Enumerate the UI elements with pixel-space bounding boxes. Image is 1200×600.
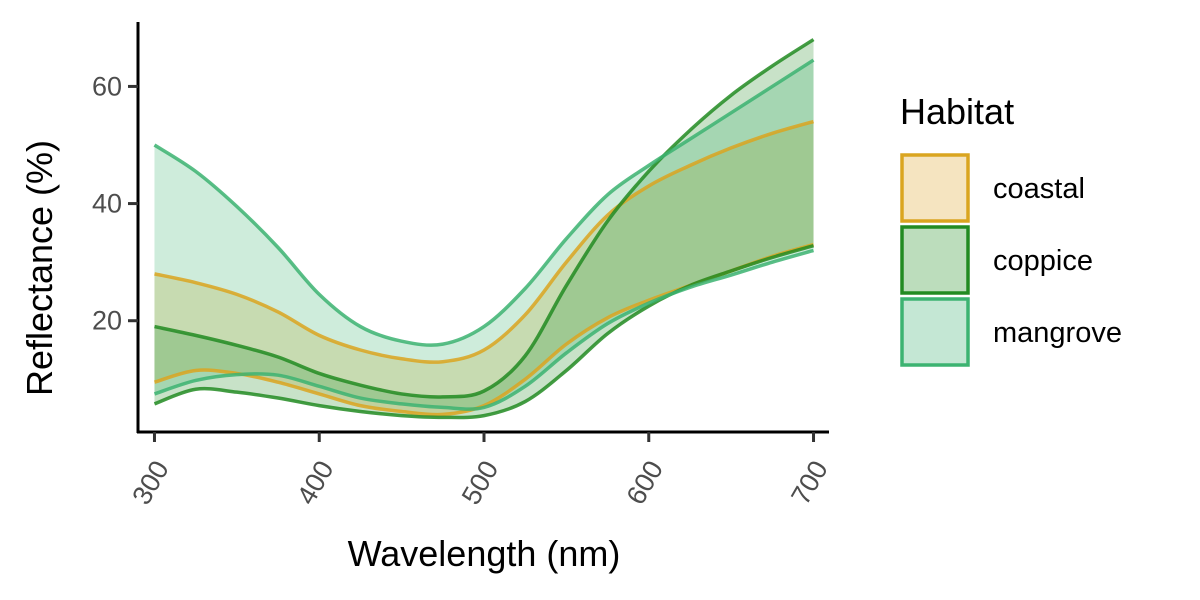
ribbon-coastal: [154, 121, 814, 415]
lower-line-coppice: [153, 244, 815, 420]
legend-key-mangrove: [900, 297, 970, 367]
x-axis-ticks: 300 400 500 600 700: [126, 432, 834, 510]
ribbon-layer: [154, 39, 814, 418]
legend: Habitat coastal coppice mangrove: [900, 91, 1122, 367]
legend-title: Habitat: [900, 91, 1014, 132]
y-tick-label: 60: [92, 71, 122, 101]
y-axis-ticks: 20 40 60: [92, 71, 138, 336]
ribbon-mangrove: [154, 60, 814, 410]
upper-line-coppice: [154, 38, 815, 399]
x-tick-label: 600: [621, 456, 670, 510]
legend-key-coastal: [900, 153, 970, 223]
upper-line-coastal: [154, 119, 814, 364]
y-tick-label: 40: [92, 189, 122, 219]
legend-label-coppice: coppice: [993, 245, 1093, 277]
upper-line-mangrove: [153, 58, 815, 347]
x-tick-label: 300: [126, 456, 175, 510]
line-layer: [153, 38, 815, 420]
ribbon-coppice: [154, 39, 814, 418]
x-axis-title: Wavelength (nm): [348, 533, 621, 574]
y-tick-label: 20: [92, 306, 122, 336]
lower-line-mangrove: [153, 248, 814, 411]
y-axis-title: Reflectance (%): [19, 140, 60, 396]
x-tick-label: 700: [785, 456, 834, 510]
x-tick-label: 400: [291, 456, 340, 510]
legend-label-coastal: coastal: [993, 173, 1085, 205]
x-tick-label: 500: [456, 456, 505, 510]
legend-label-mangrove: mangrove: [993, 317, 1122, 349]
legend-key-coppice: [900, 225, 970, 295]
